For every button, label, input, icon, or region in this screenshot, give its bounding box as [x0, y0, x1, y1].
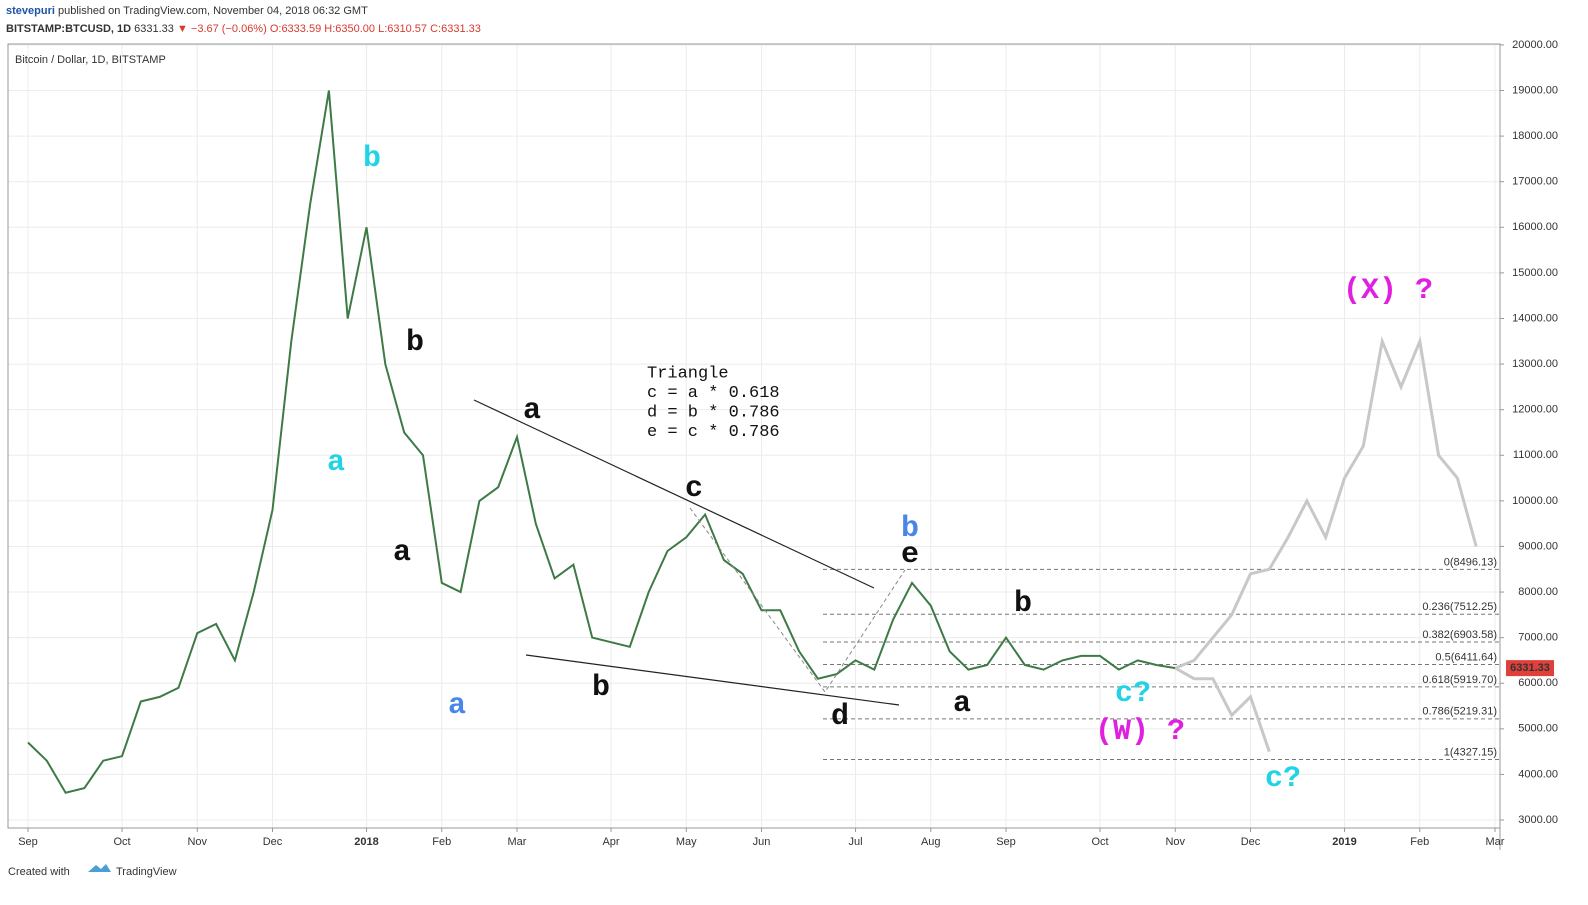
x-tick-label: Aug: [921, 836, 941, 848]
note-line: d = b * 0.786: [647, 403, 780, 422]
wave-label: a: [523, 394, 541, 428]
y-tick-label: 3000.00: [1518, 814, 1558, 826]
logo: [88, 864, 111, 872]
x-tick-label: Mar: [1486, 836, 1505, 848]
wave-label: a: [953, 687, 971, 721]
y-tick-label: 6000.00: [1518, 677, 1558, 689]
wave-label: e: [901, 538, 919, 572]
wave-label: c?: [1265, 762, 1301, 796]
wave-label: a: [448, 689, 466, 723]
wave-label: d: [831, 700, 849, 734]
x-tick-label: Sep: [996, 836, 1016, 848]
wave-label: (W) ?: [1095, 715, 1185, 749]
change: −3.67 (−0.06%): [191, 23, 267, 35]
fib-label: 0(8496.13): [1444, 556, 1497, 568]
y-tick-label: 11000.00: [1513, 449, 1558, 461]
fib-label: 0.618(5919.70): [1422, 674, 1497, 686]
header-line: stevepuri published on TradingView.com, …: [6, 5, 368, 17]
note-line: e = c * 0.786: [647, 423, 780, 442]
x-tick-label: Feb: [1410, 836, 1429, 848]
wave-label: b: [363, 142, 381, 176]
y-tick-label: 17000.00: [1512, 176, 1558, 188]
fib-label: 0.786(5219.31): [1422, 706, 1497, 718]
wave-label: b: [406, 326, 424, 360]
y-tick-label: 20000.00: [1512, 39, 1558, 51]
price-line: [27, 90, 1176, 794]
ohlc: O:6333.59: [270, 23, 321, 35]
wave-label: a: [393, 536, 411, 570]
author: stevepuri: [6, 5, 55, 17]
wave-label: a: [327, 446, 345, 480]
wave-label: b: [592, 671, 610, 705]
wave-label: b: [1014, 587, 1032, 621]
fib-label: 0.236(7512.25): [1422, 601, 1497, 613]
ohlc: L:6310.57: [378, 23, 427, 35]
x-tick-label: Dec: [263, 836, 283, 848]
published: published on TradingView.com, November 0…: [58, 5, 368, 17]
y-tick-label: 8000.00: [1518, 586, 1558, 598]
arrow: ▼: [177, 23, 188, 35]
x-tick-label: Oct: [113, 836, 130, 848]
trend-line: [525, 654, 900, 706]
x-tick-label: Sep: [18, 836, 38, 848]
symbol-line: BITSTAMP:BTCUSD, 1D 6331.33 ▼ −3.67 (−0.…: [6, 23, 481, 35]
fib-label: 1(4327.15): [1444, 746, 1497, 758]
x-tick-label: Dec: [1241, 836, 1261, 848]
price: 6331.33: [134, 23, 174, 35]
x-tick-label: 2019: [1332, 836, 1356, 848]
plot: 0(8496.13) 0.236(7512.25) 0.382(6903.58) 0.…: [27, 90, 1500, 794]
ohlc: C:6331.33: [430, 23, 481, 35]
y-tick-label: 9000.00: [1518, 540, 1558, 552]
note-line: Triangle: [647, 364, 729, 383]
x-tick-label: Nov: [187, 836, 207, 848]
wave-label: c?: [1115, 677, 1151, 711]
x-tick-label: Nov: [1165, 836, 1185, 848]
fib-label: 0.382(6903.58): [1422, 629, 1497, 641]
x-tick-label: 2018: [354, 836, 378, 848]
ohlc: H:6350.00: [324, 23, 375, 35]
y-tick-label: 12000.00: [1512, 404, 1558, 416]
x-tick-label: Oct: [1091, 836, 1108, 848]
last-price-tag: [1506, 660, 1554, 677]
y-tick-label: 7000.00: [1518, 632, 1558, 644]
x-tick-label: Jul: [849, 836, 863, 848]
chart-title: Bitcoin / Dollar, 1D, BITSTAMP: [15, 54, 166, 66]
footer-brand: TradingView: [116, 866, 177, 878]
last-price-label: 6331.33: [1510, 662, 1550, 674]
wave-label: c: [685, 472, 703, 506]
x-tick-label: Jun: [753, 836, 771, 848]
y-tick-label: 19000.00: [1512, 84, 1558, 96]
x-tick-label: Feb: [432, 836, 451, 848]
x-tick-label: Mar: [508, 836, 527, 848]
y-tick-label: 18000.00: [1512, 130, 1558, 142]
note-line: c = a * 0.618: [647, 384, 780, 403]
wave-label: (X) ?: [1343, 274, 1433, 308]
y-tick-label: 10000.00: [1512, 495, 1558, 507]
wave-label: b: [901, 512, 919, 546]
price-line: [1174, 335, 1478, 670]
y-tick-label: 16000.00: [1512, 221, 1558, 233]
x-tick-label: Apr: [602, 836, 619, 848]
wave-connector: [689, 507, 906, 693]
y-tick-label: 15000.00: [1512, 267, 1558, 279]
price-line: [1174, 666, 1271, 753]
y-tick-label: 5000.00: [1518, 723, 1558, 735]
y-tick-label: 14000.00: [1512, 312, 1558, 324]
y-tick-label: 4000.00: [1518, 768, 1558, 780]
trend-line: [473, 399, 875, 589]
symbol: BITSTAMP:BTCUSD, 1D: [6, 23, 131, 35]
x-tick-label: May: [676, 836, 697, 848]
footer-created: Created with: [8, 866, 70, 878]
y-tick-label: 13000.00: [1512, 358, 1558, 370]
fib-label: 0.5(6411.64): [1435, 651, 1497, 663]
